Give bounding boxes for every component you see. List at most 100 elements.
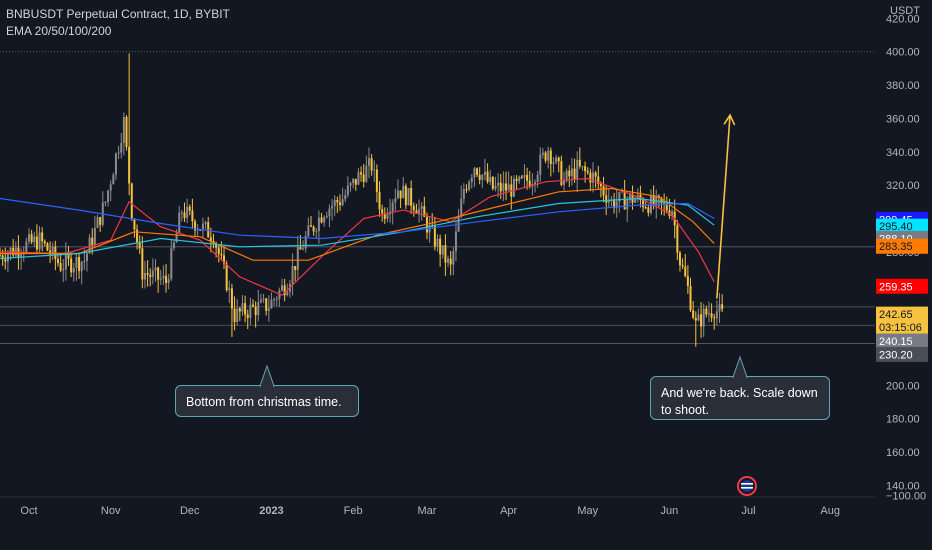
candle-body: [241, 303, 244, 312]
projection-arrow: [716, 113, 736, 299]
candle-body: [507, 184, 510, 191]
candle-body: [362, 174, 365, 182]
candle-body: [718, 304, 721, 312]
candle-body: [404, 185, 407, 206]
candle-body: [143, 272, 146, 280]
flag-icon[interactable]: [737, 476, 757, 496]
candle-body: [499, 182, 502, 192]
candle-body: [162, 275, 165, 279]
candle-body: [707, 313, 710, 315]
time-tick-label: Oct: [20, 505, 37, 517]
candle-body: [486, 171, 489, 182]
time-tick-label: Feb: [344, 505, 363, 517]
candle-body: [354, 178, 357, 185]
candle-body: [223, 255, 226, 264]
candle-body: [294, 266, 297, 270]
candle-body: [520, 176, 523, 178]
candle-body: [599, 183, 602, 187]
candle-body: [175, 233, 178, 243]
price-badge: [876, 346, 928, 362]
candle-body: [402, 185, 405, 199]
candle-body: [626, 199, 629, 210]
candle-body: [201, 223, 204, 231]
candle-body: [710, 313, 713, 318]
price-badge-label: 283.35: [879, 241, 913, 253]
candle-body: [33, 236, 36, 243]
candle-body: [262, 298, 265, 300]
price-tick-label: 400.00: [886, 47, 920, 59]
candle-body: [296, 247, 299, 270]
candle-body: [352, 178, 355, 184]
candle-body: [557, 157, 560, 162]
ema-line-ema-50: [0, 187, 715, 261]
candle-body: [462, 189, 465, 199]
candle-body: [584, 166, 587, 172]
candle-body: [1, 255, 4, 260]
candle-body: [125, 116, 128, 147]
candle-body: [639, 194, 642, 201]
candle-body: [112, 174, 115, 185]
candle-body: [483, 171, 486, 175]
candle-body: [120, 143, 123, 153]
candle-body: [88, 237, 91, 254]
candle-body: [700, 314, 703, 327]
candle-body: [328, 208, 331, 217]
candle-body: [367, 158, 370, 166]
price-tick-label: 380.00: [886, 80, 920, 92]
candle-body: [167, 278, 170, 283]
candle-body: [27, 234, 30, 242]
candle-body: [333, 200, 336, 206]
price-badge: [876, 319, 928, 335]
candle-body: [225, 263, 228, 291]
candle-body: [315, 231, 318, 233]
price-tick-label: 420.00: [886, 13, 920, 25]
candle-body: [323, 217, 326, 223]
price-tick-label: 320.00: [886, 180, 920, 192]
annotation-scale-down[interactable]: And we're back. Scale down to shoot.: [650, 376, 830, 420]
candle-body: [209, 237, 212, 241]
candle-body: [183, 212, 186, 218]
candle-body: [172, 242, 175, 249]
candle-body: [149, 274, 152, 277]
candle-body: [128, 146, 131, 184]
candle-body: [394, 198, 397, 203]
candle-body: [286, 291, 289, 296]
candle-body: [423, 206, 426, 217]
candle-body: [194, 221, 197, 231]
candle-body: [357, 172, 360, 185]
price-badge: [876, 218, 928, 234]
candle-body: [634, 199, 637, 203]
candle-body: [4, 259, 7, 262]
candle-body: [20, 254, 23, 257]
candle-body: [338, 202, 341, 206]
candle-body: [291, 266, 294, 284]
candle-body: [170, 248, 173, 279]
candle-body: [528, 180, 531, 187]
candle-body: [273, 299, 276, 301]
arrow-head: [723, 113, 736, 126]
candle-body: [576, 159, 579, 180]
candle-body: [64, 254, 67, 270]
candle-body: [238, 308, 241, 312]
candle-body: [157, 267, 160, 280]
candle-body: [360, 172, 363, 175]
candle-body: [230, 288, 233, 309]
candle-body: [628, 193, 631, 200]
candle-body: [46, 243, 49, 251]
candle-body: [399, 190, 402, 199]
candle-body: [715, 311, 718, 319]
candle-body: [407, 188, 410, 206]
candle-body: [713, 317, 716, 319]
candle-body: [478, 174, 481, 180]
candle-body: [136, 229, 139, 243]
candle-body: [151, 270, 154, 277]
candle-body: [539, 154, 542, 175]
candle-body: [526, 174, 529, 181]
time-axis: Oct Nov Dec 2023 Feb Mar Apr May Jun Jul Aug: [20, 505, 840, 517]
annotation-christmas-bottom[interactable]: Bottom from christmas time.: [175, 385, 359, 417]
candle-body: [681, 265, 684, 267]
candle-body: [236, 308, 239, 323]
candle-body: [381, 209, 384, 214]
